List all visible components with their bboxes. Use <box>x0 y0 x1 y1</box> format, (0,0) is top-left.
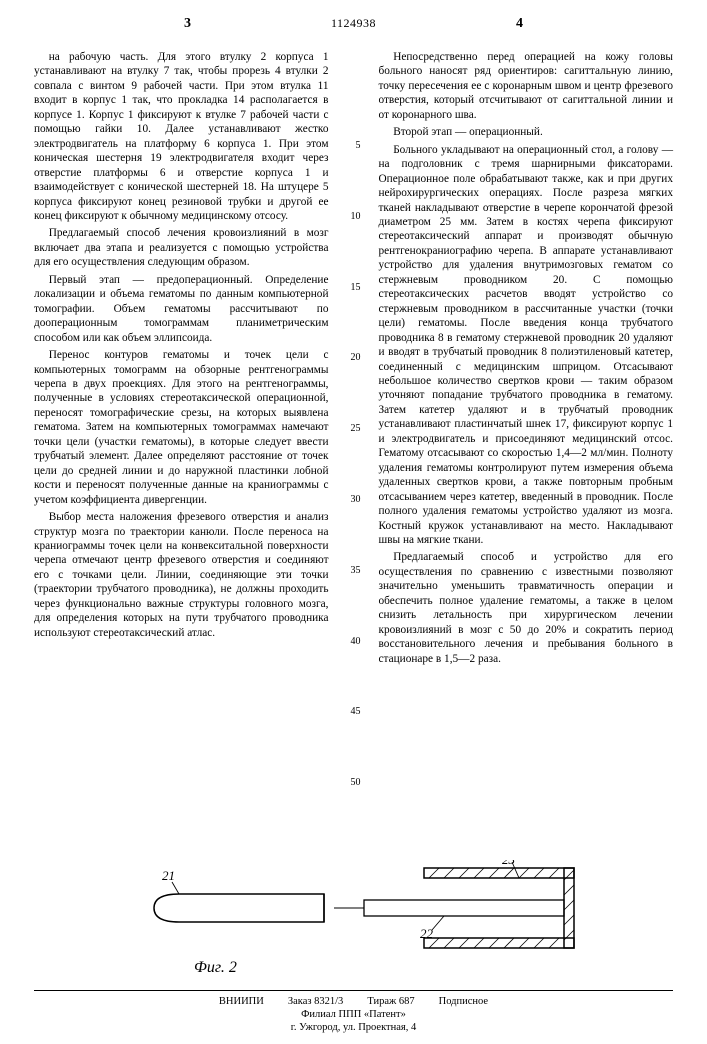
line-number: 45 <box>347 706 361 719</box>
paragraph: Больного укладывают на операционный стол… <box>379 143 674 548</box>
footer-org: ВНИИПИ <box>219 995 264 1008</box>
paragraph: Выбор места наложения фрезевого отверсти… <box>34 510 329 640</box>
line-number: 50 <box>347 777 361 790</box>
shaft-22 <box>334 900 564 916</box>
line-number: 20 <box>347 352 361 365</box>
figure-svg: 21 22 23 Фиг. 2 <box>124 860 584 980</box>
page: 3 1124938 4 на рабочую часть. Для этого … <box>0 0 707 1044</box>
line-number-gutter: 5 10 15 20 25 30 35 40 45 50 <box>347 50 361 848</box>
page-marker-left: 3 <box>184 16 191 32</box>
line-number: 35 <box>347 565 361 578</box>
right-column: Непосредственно перед операцией на кожу … <box>379 50 674 848</box>
figure-caption: Фиг. 2 <box>194 959 237 976</box>
page-marker-right: 4 <box>516 16 523 32</box>
footer-sub: Подписное <box>439 995 488 1008</box>
document-number: 1124938 <box>34 16 673 31</box>
line-number: 30 <box>347 494 361 507</box>
line-number: 40 <box>347 636 361 649</box>
label-23: 23 <box>502 860 516 867</box>
paragraph: Предлагаемый способ лечения кровоизлияни… <box>34 226 329 269</box>
left-column: на рабочую часть. Для этого втулку 2 кор… <box>34 50 329 848</box>
label-22: 22 <box>420 926 434 941</box>
line-number: 10 <box>347 211 361 224</box>
footer-addr: г. Ужгород, ул. Проектная, 4 <box>291 1021 417 1034</box>
page-header: 3 1124938 4 <box>34 16 673 44</box>
paragraph: Непосредственно перед операцией на кожу … <box>379 50 674 122</box>
footer-branch: Филиал ППП «Патент» <box>301 1008 406 1021</box>
label-21: 21 <box>162 868 175 883</box>
probe-21 <box>154 894 324 922</box>
body-columns: на рабочую часть. Для этого втулку 2 кор… <box>34 50 673 848</box>
paragraph: Второй этап — операционный. <box>379 125 674 139</box>
paragraph: Первый этап — предоперационный. Определе… <box>34 273 329 345</box>
line-number: 15 <box>347 282 361 295</box>
line-number: 25 <box>347 423 361 436</box>
leader-22 <box>432 916 444 930</box>
leader-21 <box>172 882 179 894</box>
footer-circ: Тираж 687 <box>367 995 414 1008</box>
imprint-footer: ВНИИПИ Заказ 8321/3 Тираж 687 Подписное … <box>34 990 673 1034</box>
figure-2: 21 22 23 Фиг. 2 <box>34 860 673 980</box>
line-number: 5 <box>347 140 361 153</box>
footer-order: Заказ 8321/3 <box>288 995 343 1008</box>
housing <box>424 868 574 948</box>
paragraph: на рабочую часть. Для этого втулку 2 кор… <box>34 50 329 223</box>
paragraph: Предлагаемый способ и устройство для его… <box>379 550 674 666</box>
paragraph: Перенос контуров гематомы и точек цели с… <box>34 348 329 507</box>
